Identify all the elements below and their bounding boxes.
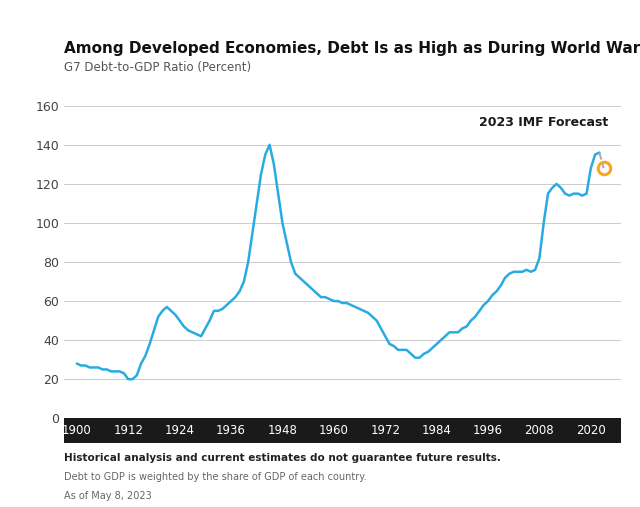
Text: Among Developed Economies, Debt Is as High as During World War II: Among Developed Economies, Debt Is as Hi… [64,41,640,56]
Text: As of May 8, 2023: As of May 8, 2023 [64,491,152,501]
Text: 1948: 1948 [268,424,298,437]
Text: 1960: 1960 [319,424,349,437]
Text: 1996: 1996 [473,424,503,437]
Text: 1900: 1900 [62,424,92,437]
Text: 1984: 1984 [422,424,452,437]
Text: 1912: 1912 [113,424,143,437]
Text: 2020: 2020 [576,424,605,437]
Text: 1924: 1924 [164,424,195,437]
Text: G7 Debt-to-GDP Ratio (Percent): G7 Debt-to-GDP Ratio (Percent) [64,60,251,74]
Text: 1972: 1972 [370,424,400,437]
Text: 1936: 1936 [216,424,246,437]
Text: Historical analysis and current estimates do not guarantee future results.: Historical analysis and current estimate… [64,453,501,463]
Text: 2008: 2008 [525,424,554,437]
Text: 2023 IMF Forecast: 2023 IMF Forecast [479,116,608,129]
Text: Debt to GDP is weighted by the share of GDP of each country.: Debt to GDP is weighted by the share of … [64,472,367,482]
